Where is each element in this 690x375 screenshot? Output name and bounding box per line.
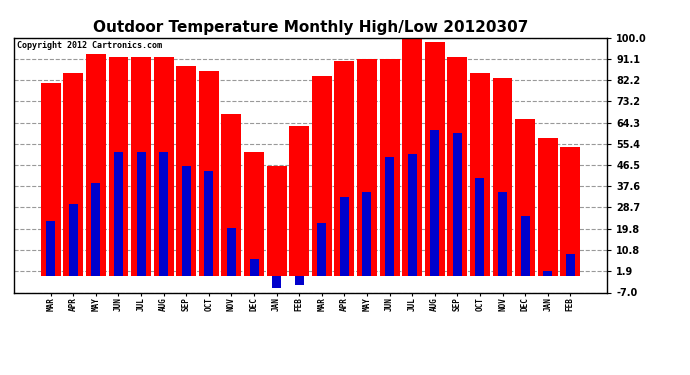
Bar xyxy=(312,76,332,276)
Bar xyxy=(46,221,55,276)
Bar xyxy=(272,276,281,288)
Bar xyxy=(475,178,484,276)
Bar xyxy=(114,152,123,276)
Bar xyxy=(69,204,78,276)
Bar xyxy=(221,114,242,276)
Bar xyxy=(402,38,422,276)
Bar xyxy=(266,166,286,276)
Bar xyxy=(199,71,219,276)
Bar xyxy=(515,118,535,276)
Bar xyxy=(289,126,309,276)
Text: Copyright 2012 Cartronics.com: Copyright 2012 Cartronics.com xyxy=(17,41,161,50)
Bar xyxy=(335,62,355,276)
Bar xyxy=(520,216,530,276)
Bar xyxy=(340,197,349,276)
Title: Outdoor Temperature Monthly High/Low 20120307: Outdoor Temperature Monthly High/Low 201… xyxy=(93,20,528,35)
Bar xyxy=(385,157,394,276)
Bar xyxy=(91,183,101,276)
Bar xyxy=(41,83,61,276)
Bar xyxy=(181,166,190,276)
Bar xyxy=(380,59,400,276)
Bar xyxy=(498,192,507,276)
Bar xyxy=(108,57,128,276)
Bar xyxy=(447,57,467,276)
Bar xyxy=(543,271,552,276)
Bar xyxy=(317,224,326,276)
Bar xyxy=(560,147,580,276)
Bar xyxy=(227,228,236,276)
Bar xyxy=(159,152,168,276)
Bar xyxy=(538,138,558,276)
Bar xyxy=(453,133,462,276)
Bar xyxy=(431,130,440,276)
Bar xyxy=(63,73,83,276)
Bar xyxy=(357,59,377,276)
Bar xyxy=(154,57,174,276)
Bar xyxy=(493,78,513,276)
Bar xyxy=(244,152,264,276)
Bar xyxy=(470,73,490,276)
Bar xyxy=(131,57,151,276)
Bar xyxy=(177,66,196,276)
Bar xyxy=(137,152,146,276)
Bar xyxy=(250,259,259,276)
Bar xyxy=(425,42,444,276)
Bar xyxy=(566,254,575,276)
Bar xyxy=(86,54,106,276)
Bar xyxy=(362,192,371,276)
Bar xyxy=(204,171,213,276)
Bar xyxy=(295,276,304,285)
Bar xyxy=(408,154,417,276)
